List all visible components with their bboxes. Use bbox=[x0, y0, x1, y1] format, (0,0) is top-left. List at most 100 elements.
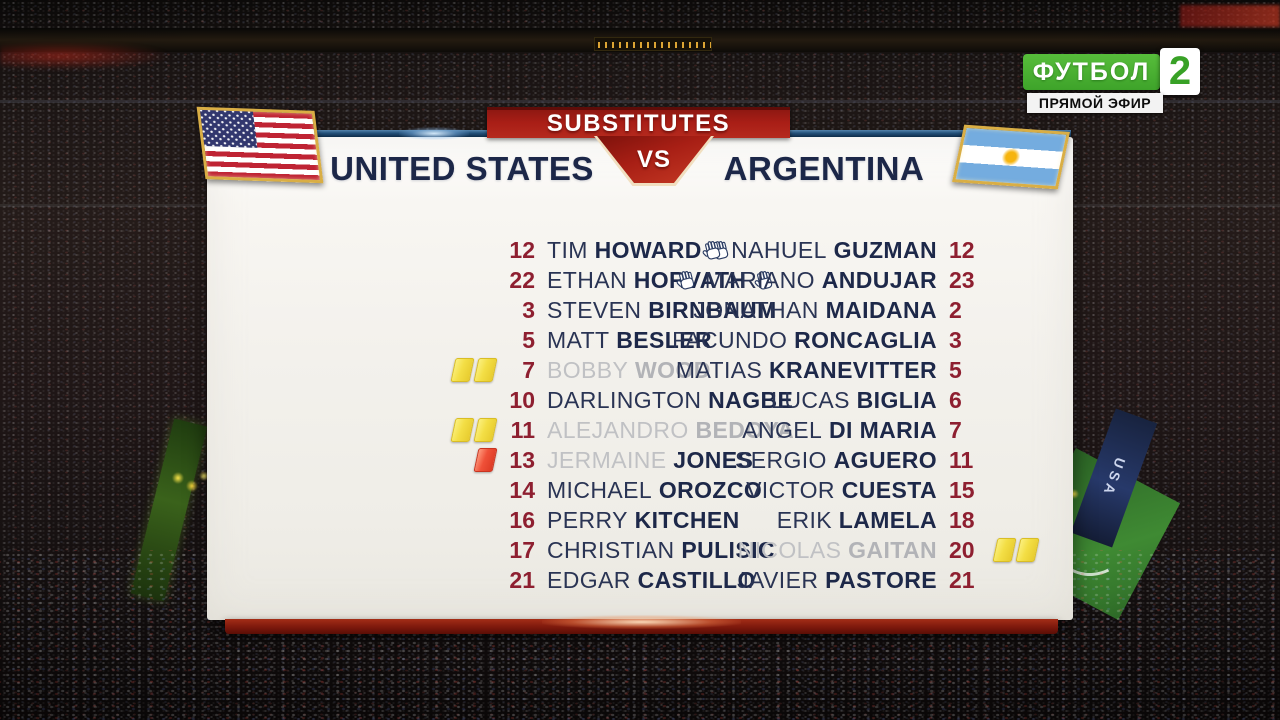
player-name: VICTOR CUESTA bbox=[746, 477, 937, 504]
usa-flag-canton bbox=[199, 109, 257, 148]
player-row: 5 MATT BESLER bbox=[447, 325, 794, 355]
player-last-name: JONES bbox=[673, 446, 754, 473]
player-name: EDGAR CASTILLO bbox=[547, 567, 756, 594]
player-first-name: ANGEL bbox=[742, 416, 830, 443]
player-last-name: BIRNBAUM bbox=[648, 296, 777, 323]
player-number: 15 bbox=[949, 476, 975, 503]
player-name: NAHUEL GUZMAN bbox=[731, 237, 937, 264]
player-row: 11 ALEJANDRO BEDOYA bbox=[447, 415, 794, 445]
player-number: 2 bbox=[949, 296, 962, 323]
player-row: 16 PERRY KITCHEN bbox=[447, 505, 794, 535]
player-last-name: BESLER bbox=[616, 326, 712, 353]
player-last-name: DI MARIA bbox=[829, 416, 937, 443]
player-number: 11 bbox=[949, 446, 974, 473]
player-name: JONATHAN MAIDANA bbox=[693, 297, 937, 324]
player-name: CHRISTIAN PULISIC bbox=[547, 537, 775, 564]
away-team-name: ARGENTINA bbox=[723, 150, 925, 187]
live-broadcast-label: ПРЯМОЙ ЭФИР bbox=[1027, 93, 1163, 113]
player-number: 22 bbox=[509, 266, 535, 293]
player-row: 3 STEVEN BIRNBAUM bbox=[447, 295, 794, 325]
player-first-name: ALEJANDRO bbox=[547, 416, 696, 443]
player-row: MATIAS KRANEVITTER 5 bbox=[672, 355, 1045, 385]
player-last-name: OROZCO bbox=[658, 476, 763, 503]
player-last-name: NAGBE bbox=[708, 386, 794, 413]
player-row: 17 CHRISTIAN PULISIC bbox=[447, 535, 794, 565]
vs-label: VS bbox=[636, 145, 671, 173]
player-number: 7 bbox=[522, 356, 535, 383]
player-name: MARIANO ANDUJAR bbox=[705, 267, 937, 294]
player-name: MATT BESLER bbox=[547, 327, 712, 354]
yellow-card-icon bbox=[473, 418, 498, 442]
player-first-name: STEVEN bbox=[547, 296, 649, 323]
player-row: NAHUEL GUZMAN 12 bbox=[672, 235, 1045, 265]
player-name: ALEJANDRO BEDOYA bbox=[547, 417, 794, 444]
player-first-name: NAHUEL bbox=[731, 236, 834, 263]
player-number: 21 bbox=[949, 566, 975, 593]
player-first-name: CHRISTIAN bbox=[547, 536, 682, 563]
player-last-name: PULISIC bbox=[681, 536, 775, 563]
player-number: 23 bbox=[949, 266, 975, 293]
player-number: 21 bbox=[509, 566, 535, 593]
player-last-name: RONCAGLIA bbox=[794, 326, 937, 353]
player-number: 3 bbox=[522, 296, 535, 323]
player-first-name: SERGIO bbox=[734, 446, 834, 473]
player-name: JAVIER PASTORE bbox=[737, 567, 937, 594]
player-first-name: MARIANO bbox=[704, 266, 822, 293]
card-icons-slot bbox=[447, 448, 498, 472]
player-first-name: DARLINGTON bbox=[547, 386, 709, 413]
channel-logo: ФУТБОЛ bbox=[1023, 54, 1160, 90]
goalkeeper-glove-icon bbox=[702, 240, 723, 261]
player-name: FACUNDO RONCAGLIA bbox=[672, 327, 937, 354]
player-name: PERRY KITCHEN bbox=[547, 507, 740, 534]
player-last-name: CASTILLO bbox=[637, 566, 756, 593]
player-row: JAVIER PASTORE 21 bbox=[672, 565, 1045, 595]
yellow-card-icon bbox=[450, 358, 475, 382]
card-icons-slot bbox=[992, 538, 1045, 562]
goalkeeper-glove-icon bbox=[754, 270, 775, 291]
player-last-name: WOOD bbox=[635, 356, 711, 383]
yellow-card-icon bbox=[450, 418, 475, 442]
player-row: 7 BOBBY WOOD bbox=[447, 355, 794, 385]
player-first-name: JERMAINE bbox=[547, 446, 674, 473]
player-name: NICOLAS GAITAN bbox=[738, 537, 937, 564]
player-last-name: GAITAN bbox=[848, 536, 937, 563]
player-last-name: PASTORE bbox=[825, 566, 937, 593]
player-last-name: HOWARD bbox=[594, 236, 702, 263]
player-first-name: MICHAEL bbox=[547, 476, 659, 503]
card-icons-slot bbox=[447, 418, 498, 442]
player-row: MARIANO ANDUJAR 23 bbox=[672, 265, 1045, 295]
player-number: 12 bbox=[509, 236, 535, 263]
player-first-name: MATIAS bbox=[675, 356, 770, 383]
player-number: 13 bbox=[509, 446, 535, 473]
player-name: MATIAS KRANEVITTER bbox=[676, 357, 937, 384]
player-row: LUCAS BIGLIA 6 bbox=[672, 385, 1045, 415]
player-last-name: MAIDANA bbox=[825, 296, 937, 323]
player-first-name: ERIK bbox=[776, 506, 839, 533]
player-row: 14 MICHAEL OROZCO bbox=[447, 475, 794, 505]
player-name: SERGIO AGUERO bbox=[735, 447, 937, 474]
player-number: 10 bbox=[509, 386, 535, 413]
player-number: 12 bbox=[949, 236, 975, 263]
card-icons-slot bbox=[447, 358, 498, 382]
player-last-name: BEDOYA bbox=[695, 416, 795, 443]
goalkeeper-glove-icon bbox=[676, 270, 697, 291]
panel-bottom-ribbon bbox=[225, 615, 1058, 634]
away-substitutes-list: NAHUEL GUZMAN 12 MARIANO ANDUJAR 23 JONATHAN… bbox=[672, 235, 1045, 595]
player-row: ERIK LAMELA 18 bbox=[672, 505, 1045, 535]
player-last-name: AGUERO bbox=[833, 446, 937, 473]
player-number: 3 bbox=[949, 326, 962, 353]
player-last-name: ANDUJAR bbox=[821, 266, 937, 293]
player-first-name: NICOLAS bbox=[737, 536, 849, 563]
player-last-name: CUESTA bbox=[841, 476, 937, 503]
yellow-card-icon bbox=[1015, 538, 1040, 562]
player-last-name: KRANEVITTER bbox=[769, 356, 937, 383]
player-name: STEVEN BIRNBAUM bbox=[547, 297, 777, 324]
player-first-name: TIM bbox=[547, 236, 595, 263]
player-last-name: KITCHEN bbox=[634, 506, 740, 533]
player-last-name: BIGLIA bbox=[856, 386, 937, 413]
player-first-name: BOBBY bbox=[547, 356, 636, 383]
player-row: ANGEL DI MARIA 7 bbox=[672, 415, 1045, 445]
player-number: 18 bbox=[949, 506, 975, 533]
